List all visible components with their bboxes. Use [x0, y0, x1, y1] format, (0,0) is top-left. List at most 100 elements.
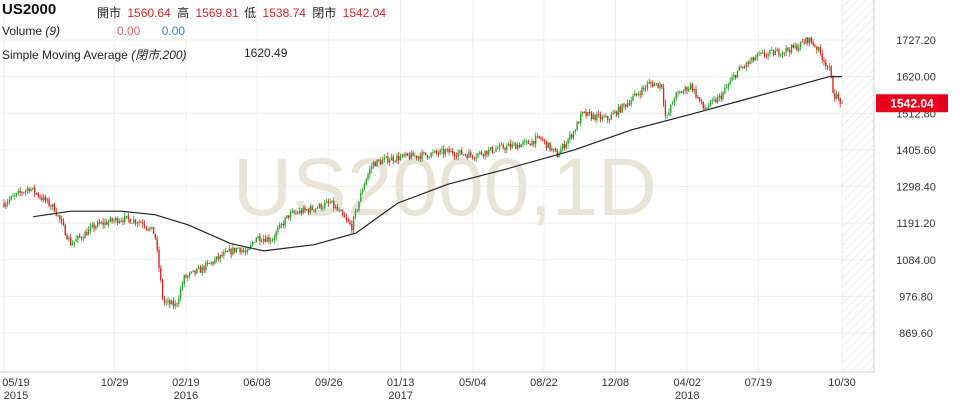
- candle: [607, 115, 609, 124]
- candle: [228, 244, 230, 252]
- candle: [14, 193, 16, 200]
- candle: [837, 91, 840, 102]
- candle: [205, 260, 207, 273]
- candle: [778, 47, 780, 58]
- x-year-label: 2018: [675, 390, 699, 402]
- candle: [399, 153, 402, 161]
- candle: [734, 74, 737, 80]
- y-axis-ticks: 1727.201620.001512.801405.601298.401191.…: [896, 35, 936, 340]
- candle: [113, 217, 115, 224]
- candle: [226, 250, 229, 253]
- open-value: 1560.64: [127, 6, 171, 20]
- candle: [223, 248, 225, 259]
- candle: [370, 163, 373, 174]
- candle: [30, 187, 32, 192]
- candle: [639, 90, 641, 99]
- candle: [306, 208, 308, 211]
- y-tick-label: 976.80: [899, 291, 933, 303]
- candle: [415, 155, 418, 161]
- candle: [239, 247, 241, 255]
- candle: [599, 111, 602, 123]
- candle: [671, 100, 674, 105]
- candle: [780, 53, 782, 57]
- candle: [828, 62, 831, 71]
- candle: [792, 43, 795, 49]
- candle: [403, 152, 405, 158]
- candle: [206, 260, 209, 267]
- candle: [691, 82, 694, 93]
- candle: [322, 205, 324, 212]
- volume-label: Volume: [2, 24, 43, 38]
- candle: [529, 143, 531, 146]
- candle: [771, 46, 773, 52]
- candle: [41, 194, 43, 202]
- candle: [325, 198, 328, 204]
- candle: [329, 198, 331, 205]
- candle: [749, 57, 751, 65]
- candle: [84, 229, 86, 239]
- sma-label: Simple Moving Average: [2, 48, 128, 62]
- candle: [86, 228, 88, 236]
- candle: [421, 149, 423, 162]
- x-tick-label: 01/13: [387, 377, 415, 389]
- candle: [594, 114, 596, 122]
- candle: [567, 137, 569, 148]
- candle: [628, 99, 631, 107]
- candle: [538, 135, 540, 140]
- candle: [307, 208, 310, 216]
- candle: [208, 262, 211, 264]
- candle: [26, 185, 29, 194]
- candle: [298, 207, 301, 215]
- candle: [334, 204, 337, 209]
- candle: [51, 203, 54, 211]
- candle: [659, 81, 661, 92]
- candle: [80, 236, 83, 241]
- candle: [394, 159, 396, 163]
- candle: [417, 155, 420, 162]
- candle: [511, 140, 513, 150]
- sma-line: [33, 76, 842, 252]
- candle: [233, 247, 236, 254]
- candle: [444, 148, 447, 158]
- candle: [682, 89, 685, 95]
- candle: [670, 104, 672, 117]
- candle: [129, 218, 131, 224]
- symbol-label: US2000: [2, 1, 57, 18]
- candle: [8, 196, 11, 205]
- candle: [457, 149, 459, 161]
- candle: [255, 236, 258, 243]
- candle: [242, 247, 245, 254]
- candle: [378, 158, 380, 162]
- candle: [742, 65, 744, 70]
- candle: [37, 192, 39, 199]
- candle: [288, 215, 290, 220]
- candle: [790, 44, 793, 55]
- candle: [145, 225, 148, 232]
- candle: [572, 130, 575, 141]
- candle: [684, 84, 686, 95]
- candle: [178, 294, 180, 308]
- candle: [787, 46, 789, 52]
- candle: [151, 226, 153, 230]
- candle: [632, 93, 634, 102]
- candle: [745, 61, 748, 71]
- x-tick-label: 08/22: [530, 377, 558, 389]
- candle: [397, 152, 400, 165]
- candle: [311, 204, 313, 211]
- candle: [713, 95, 715, 102]
- candle: [392, 154, 394, 165]
- candle: [783, 52, 786, 57]
- candle: [396, 153, 398, 164]
- y-tick-label: 1298.40: [896, 182, 936, 194]
- candle: [28, 187, 30, 194]
- candle: [423, 151, 425, 156]
- x-tick-label: 10/30: [828, 377, 856, 389]
- candle: [466, 153, 468, 160]
- candle: [709, 99, 712, 108]
- candle: [785, 44, 787, 57]
- candle: [140, 220, 142, 223]
- candle: [172, 297, 175, 309]
- candle: [716, 94, 719, 104]
- candle: [432, 149, 434, 156]
